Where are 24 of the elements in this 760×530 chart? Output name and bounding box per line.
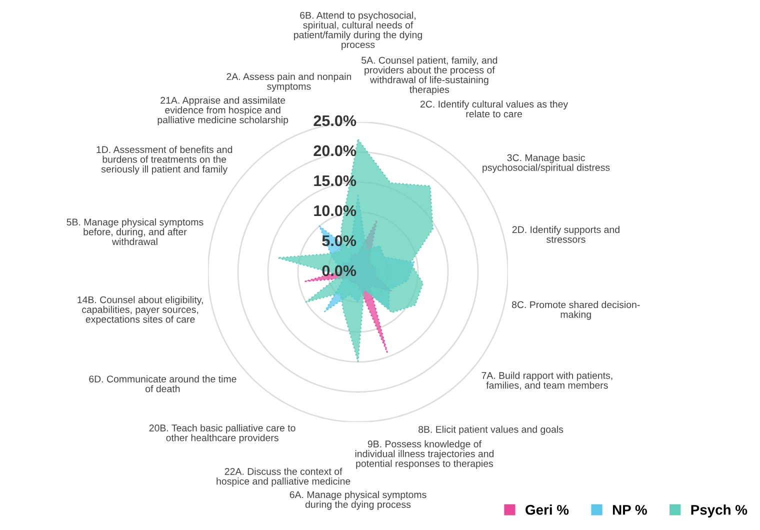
spoke-label: 20B. Teach basic palliative care to other healthcare providers (149, 424, 296, 444)
spoke-label: 21A. Appraise and assimilate evidence from hospice and palliative medicine scholarship (158, 96, 288, 126)
spoke-label: 6A. Manage physical symptoms during the dying process (290, 490, 426, 510)
y-tick-label: 25.0% (314, 115, 356, 126)
spoke-label: 2D. Identify supports and stressors (512, 226, 620, 243)
spoke-label: 2C. Identify cultural values as they relate to care (420, 100, 568, 118)
spoke-label: 22A. Discuss the context of hospice and palliative medicine (216, 468, 350, 487)
spoke-label: 5A. Counsel patient, family, and providers about the process of withdrawal of life-sustaining therapies (362, 56, 498, 95)
spoke-label: 5B. Manage physical symptoms before, during, and after withdrawal (66, 218, 204, 246)
spoke-label: 3C. Manage basic psychosocial/spiritual distress (482, 154, 610, 173)
y-tick-label: 20.0% (314, 145, 356, 156)
spoke-label: 9B. Possess knowledge of individual illness trajectories and potential responses to therapies (355, 440, 494, 469)
y-tick-label: 0.0% (322, 265, 356, 276)
spoke-label: 7A. Build rapport with patients, families, and team members (482, 372, 612, 390)
legend-label: Geri % (526, 504, 569, 515)
spoke-label: 1D. Assessment of benefits and burdens of treatments on the seriously ill patient and family (96, 146, 232, 174)
spoke-label: 6B. Attend to psychosocial, spiritual, cultural needs of patient/family during the dying process (294, 12, 422, 50)
spoke-label: 8C. Promote shared decision- making (512, 301, 640, 320)
spoke-label: 8B. Elicit patient values and goals (418, 426, 564, 435)
legend-label: Psych % (691, 504, 748, 518)
spoke-label: 2A. Assess pain and nonpain symptoms (226, 72, 352, 92)
spoke-label: 6D. Communicate around the time of death (89, 375, 236, 392)
spoke-label: 14B. Counsel about eligibility, capabilities, payer sources, expectations sites of care (78, 296, 203, 325)
legend-label: NP % (612, 504, 647, 515)
